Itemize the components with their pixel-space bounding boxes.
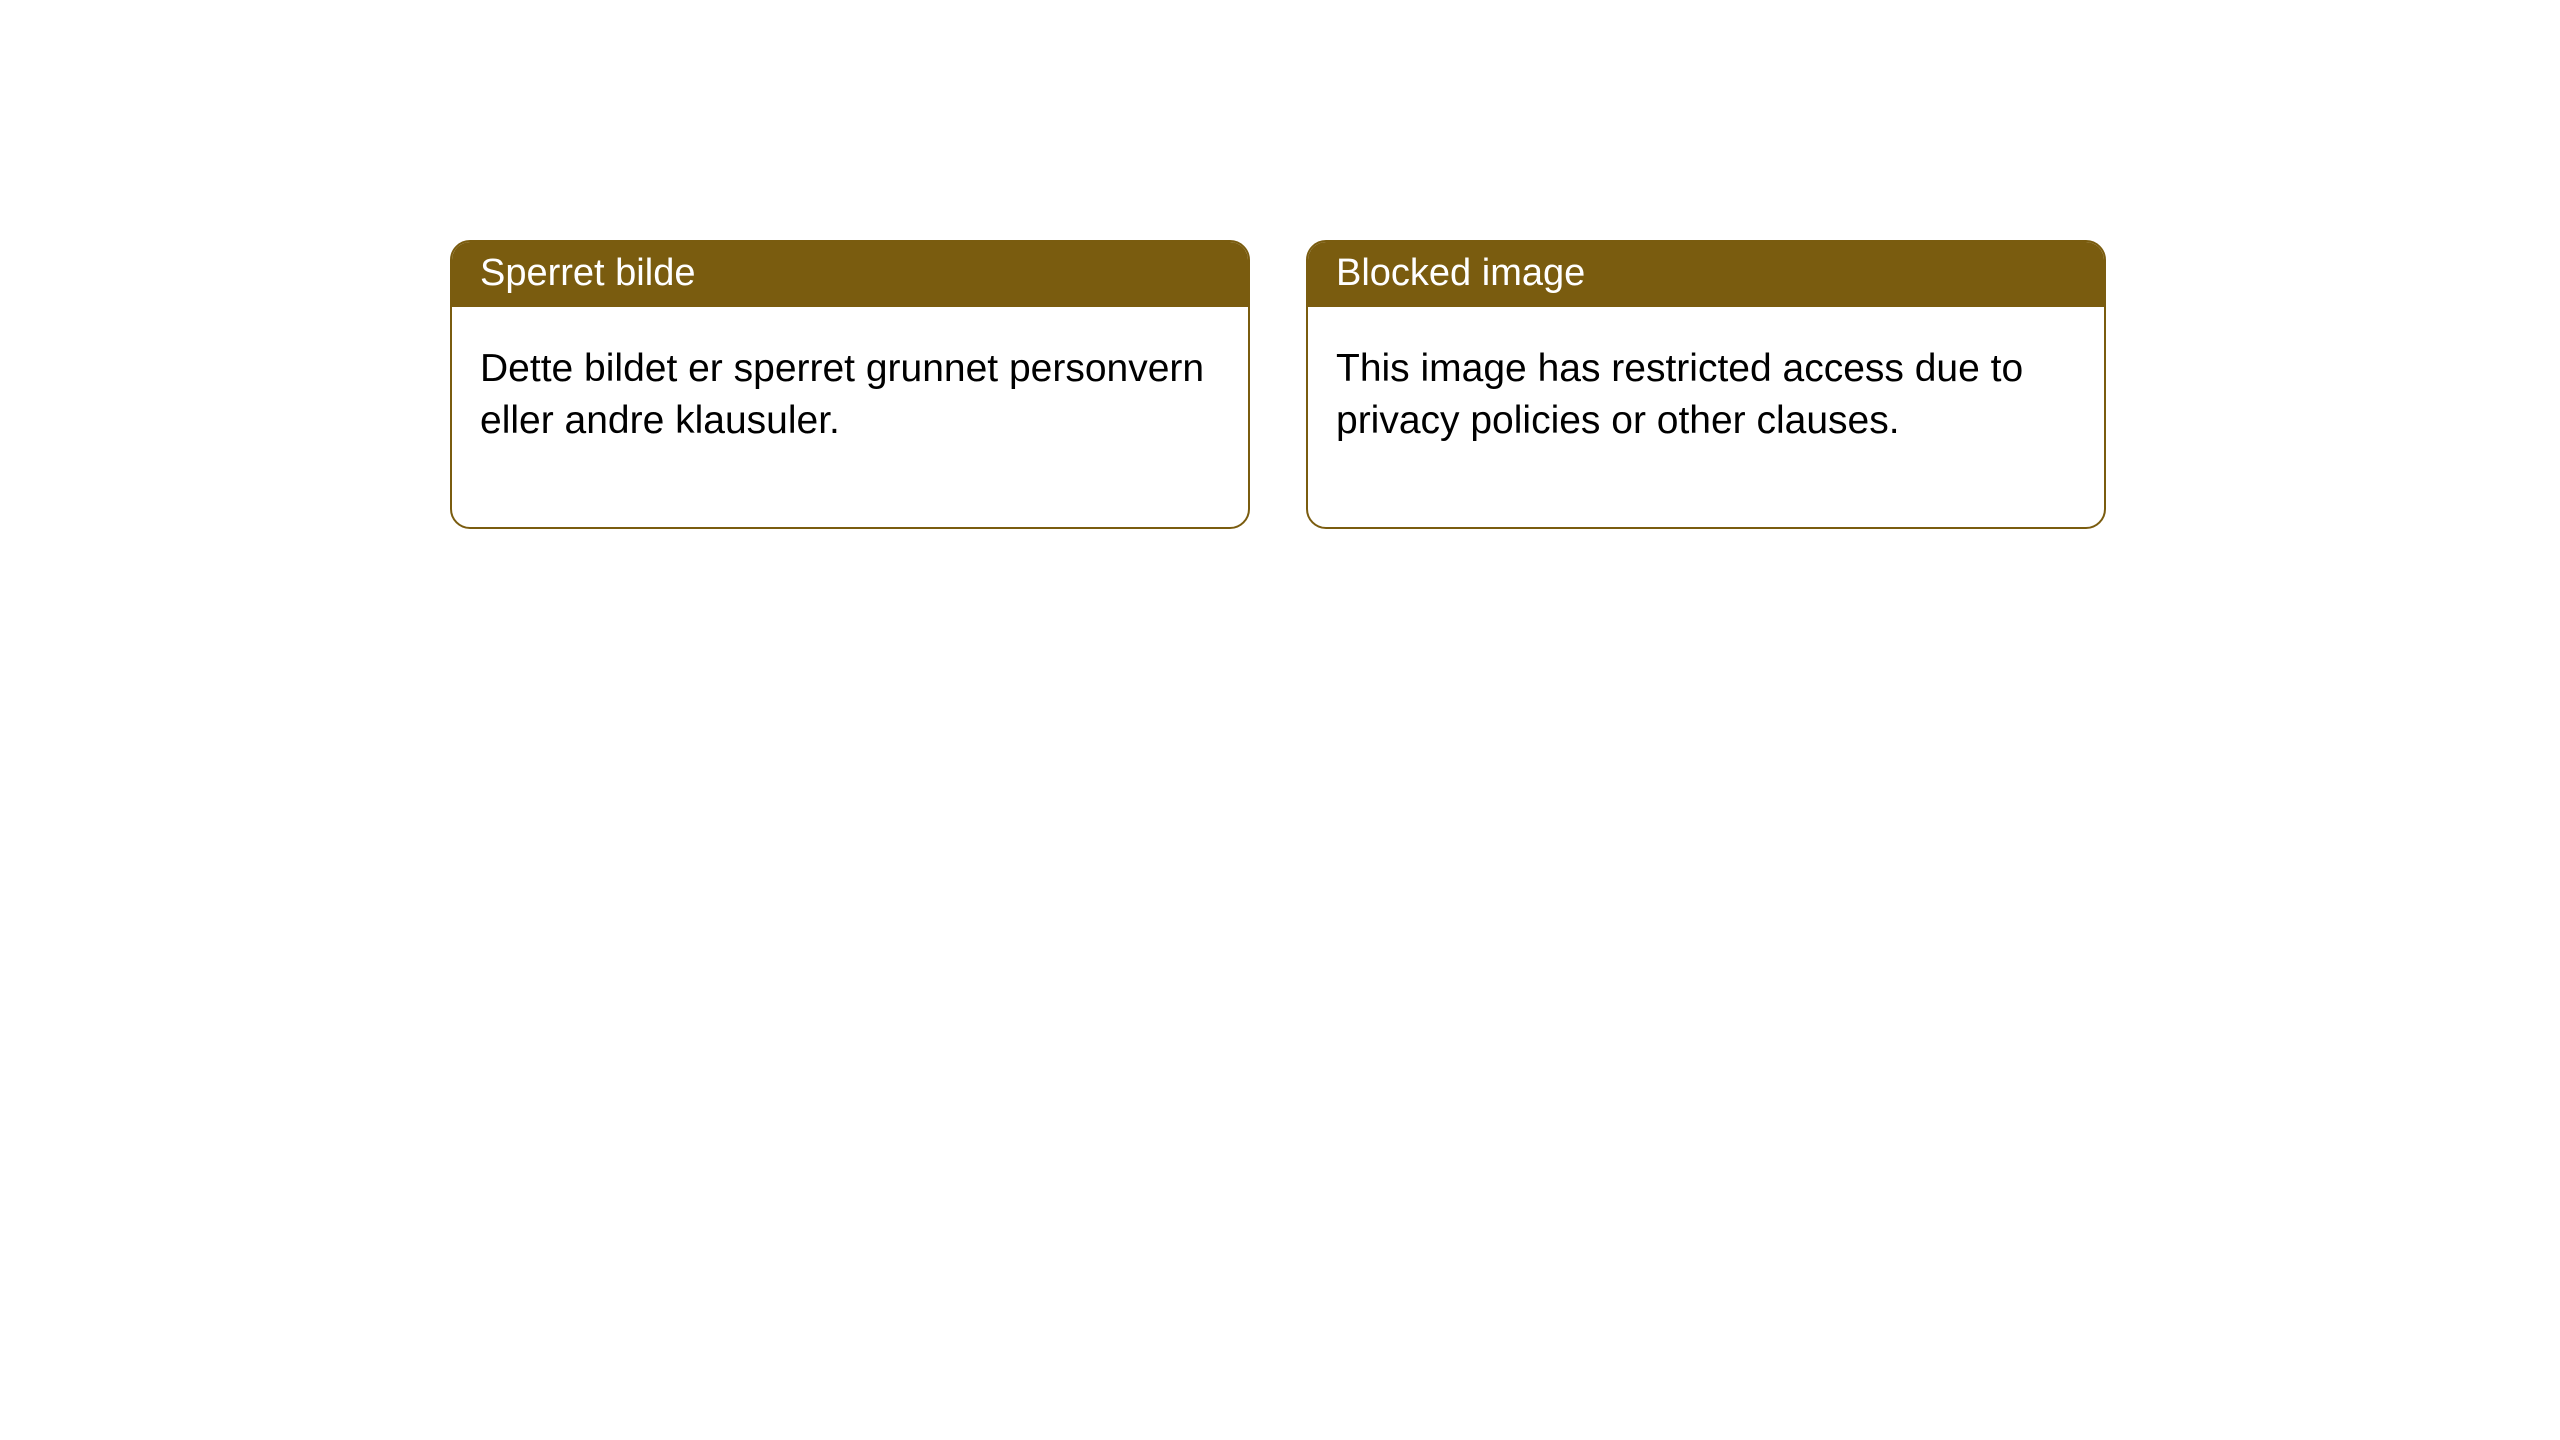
- card-body-text: This image has restricted access due to …: [1336, 347, 2023, 442]
- card-header: Sperret bilde: [452, 242, 1248, 307]
- notice-container: Sperret bilde Dette bildet er sperret gr…: [0, 0, 2560, 529]
- card-body: Dette bildet er sperret grunnet personve…: [452, 307, 1248, 527]
- card-title: Blocked image: [1336, 252, 1585, 294]
- notice-card-norwegian: Sperret bilde Dette bildet er sperret gr…: [450, 240, 1250, 529]
- card-body-text: Dette bildet er sperret grunnet personve…: [480, 347, 1204, 442]
- notice-card-english: Blocked image This image has restricted …: [1306, 240, 2106, 529]
- card-body: This image has restricted access due to …: [1308, 307, 2104, 527]
- card-header: Blocked image: [1308, 242, 2104, 307]
- card-title: Sperret bilde: [480, 252, 695, 294]
